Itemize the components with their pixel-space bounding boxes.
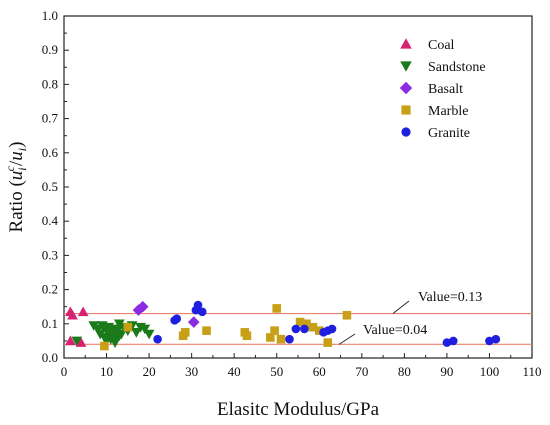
legend-marker-granite [401, 127, 411, 137]
legend-marker-basalt [399, 81, 413, 95]
data-point-granite [291, 324, 301, 334]
data-point-sandstone [130, 328, 142, 338]
data-point-sandstone [116, 329, 127, 340]
y-tick-label: 0.9 [42, 42, 58, 57]
x-tick-label: 80 [398, 364, 411, 379]
y-tick-label: 0.6 [42, 145, 59, 160]
annotations: Value=0.13 Value=0.04 [338, 290, 482, 345]
y-tick-label: 1.0 [42, 8, 58, 23]
data-point-marble [295, 317, 305, 327]
x-tick-label: 100 [480, 364, 500, 379]
y-tick-label: 0.5 [42, 179, 58, 194]
y-tick-label: 0.7 [42, 111, 59, 126]
data-point-granite [193, 300, 203, 310]
annotation-leader-line [392, 300, 410, 314]
data-point-granite [300, 324, 309, 334]
x-axis-title: Elasitc Modulus/GPa [217, 399, 380, 420]
legend-label-granite: Granite [428, 126, 470, 141]
y-axis-title-part: u [6, 171, 27, 181]
data-point-basalt [132, 304, 145, 316]
legend-label-sandstone: Sandstone [428, 60, 486, 75]
data-point-sandstone [71, 336, 83, 347]
data-point-marble [342, 310, 352, 320]
data-point-granite [172, 314, 182, 323]
data-point-marble [100, 341, 109, 351]
data-point-marble [323, 338, 333, 347]
y-axis-title-part: u [6, 151, 27, 161]
y-tick-label: 0.2 [42, 282, 58, 297]
plot-area [63, 15, 533, 359]
y-axis-title-part: Ratio ( [6, 180, 27, 232]
annotation-label: Value=0.04 [363, 323, 427, 338]
data-point-marble [242, 331, 252, 341]
data-point-marble [202, 326, 211, 335]
data-point-coal [67, 309, 78, 320]
data-point-granite [327, 324, 337, 334]
legend-label-basalt: Basalt [428, 82, 463, 97]
x-tick-label: 10 [100, 364, 113, 379]
legend-marker-sandstone [400, 61, 412, 72]
y-axis-title-part: c [3, 165, 17, 171]
legend-marker-coal [400, 38, 412, 49]
data-point-marble [276, 334, 286, 344]
data-point-granite [285, 334, 294, 344]
data-point-coal [77, 306, 89, 317]
y-tick-label: 0.1 [42, 316, 58, 331]
x-tick-label: 50 [270, 364, 283, 379]
x-tick-label: 0 [61, 364, 68, 379]
legend-label-coal: Coal [428, 38, 455, 53]
x-tick-label: 110 [522, 364, 541, 379]
y-tick-label: 0.3 [42, 247, 58, 262]
data-points [65, 300, 501, 351]
data-point-marble [302, 319, 311, 329]
data-point-marble [123, 322, 133, 332]
y-axis-title-part: / [6, 160, 27, 166]
x-tick-label: 90 [440, 364, 453, 379]
x-tick-label: 20 [143, 364, 156, 379]
y-axis-title-part: i [15, 167, 29, 170]
y-tick-label: 0.0 [42, 350, 58, 365]
data-point-marble [308, 322, 318, 332]
x-tick-label: 40 [228, 364, 241, 379]
data-point-sandstone [139, 324, 151, 335]
legend-label-marble: Marble [428, 104, 468, 119]
data-point-granite [491, 334, 501, 344]
data-point-granite [197, 307, 207, 317]
annotation-label: Value=0.13 [418, 290, 482, 305]
data-point-sandstone [109, 338, 121, 348]
data-point-granite [448, 336, 458, 346]
y-tick-label: 0.4 [42, 213, 59, 228]
data-point-marble [314, 326, 324, 335]
annotation-leader-line [338, 333, 356, 345]
x-tick-label: 30 [185, 364, 198, 379]
y-axis-title-part: ) [6, 142, 27, 148]
legend: Coal Sandstone Basalt Marble Granite [399, 38, 486, 141]
y-axis-title: Ratio (uic/ui) [3, 142, 29, 233]
data-point-basalt [136, 300, 149, 313]
data-point-coal [75, 337, 87, 347]
x-axis-ticks: 0 10 20 30 40 50 60 70 80 90 100 110 [61, 353, 542, 379]
y-tick-label: 0.8 [42, 76, 58, 91]
x-tick-label: 60 [313, 364, 326, 379]
data-point-marble [272, 304, 282, 313]
y-axis-title-part: i [15, 148, 29, 151]
data-point-basalt [187, 316, 200, 328]
data-point-marble [180, 328, 190, 337]
legend-marker-marble [401, 105, 411, 115]
data-point-coal [65, 335, 76, 346]
y-axis-ticks: 0.0 0.1 0.2 0.3 0.4 0.5 0.6 0.7 0.8 0.9 1.0 [42, 8, 69, 365]
x-tick-label: 70 [355, 364, 368, 379]
data-point-granite [153, 334, 162, 344]
data-point-marble [270, 326, 279, 335]
data-point-marble [266, 333, 275, 342]
data-point-sandstone [143, 329, 155, 340]
